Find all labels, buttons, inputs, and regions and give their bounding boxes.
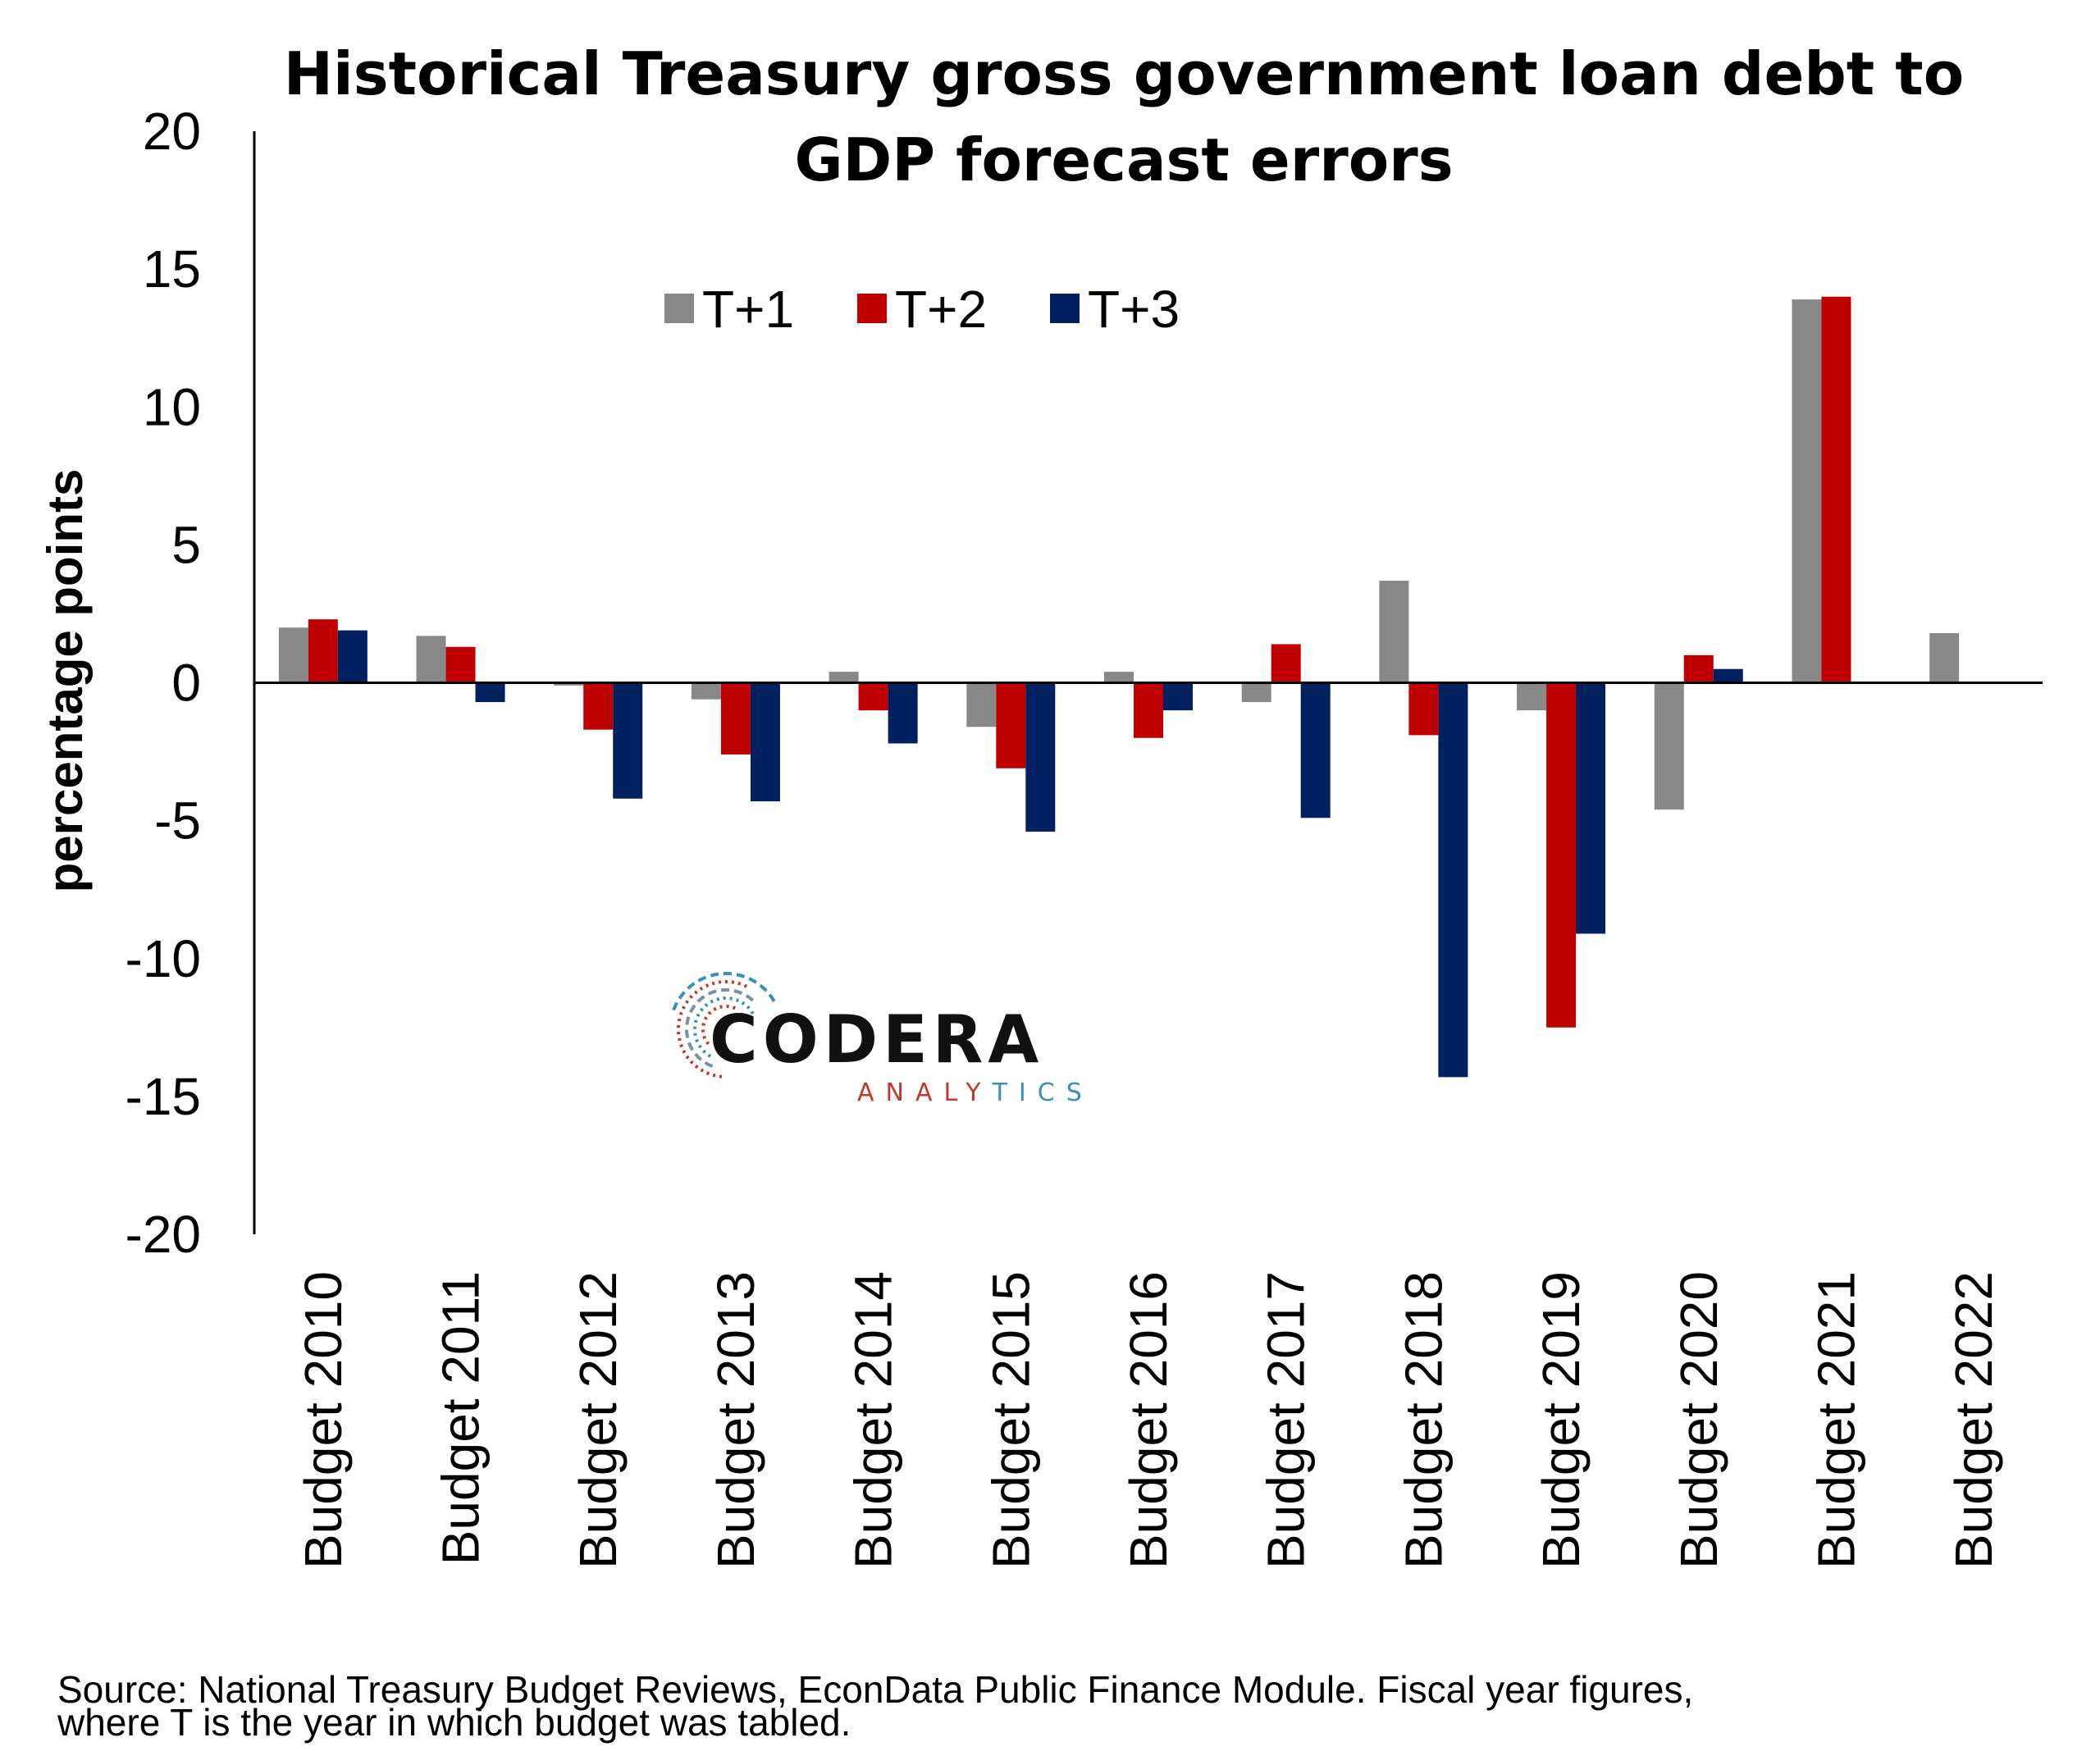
- logo-ring-arc: [685, 988, 758, 1068]
- bar-t1-budget-2013: [691, 682, 721, 700]
- bar-t2-budget-2020: [1683, 654, 1714, 683]
- x-category-label: Budget 2015: [981, 1271, 1040, 1569]
- bar-t2-budget-2018: [1408, 682, 1439, 736]
- chart-title: Historical Treasury gross government loa…: [284, 39, 1964, 194]
- bar-t2-budget-2019: [1546, 682, 1577, 1028]
- legend: T+1 T+2 T+3: [664, 280, 1180, 339]
- x-category-label: Budget 2021: [1806, 1271, 1865, 1569]
- x-category-label: Budget 2014: [844, 1271, 903, 1569]
- source-note-line-1: Source: National Treasury Budget Reviews…: [57, 1668, 1694, 1711]
- bar-t3-budget-2012: [613, 682, 643, 799]
- bar-t3-budget-2017: [1300, 682, 1331, 819]
- y-tick-label: 20: [143, 102, 201, 161]
- bar-t1-budget-2022: [1929, 632, 1960, 683]
- bar-t1-budget-2015: [966, 682, 997, 727]
- logo-ring-arc: [677, 980, 751, 1078]
- y-tick-label: 0: [171, 654, 201, 713]
- legend-swatch: [1050, 294, 1080, 323]
- bar-t1-budget-2017: [1241, 682, 1271, 703]
- bar-t1-budget-2012: [554, 682, 584, 686]
- legend-label: T+3: [1088, 280, 1180, 339]
- x-category-label: Budget 2020: [1669, 1271, 1728, 1569]
- source-note: Source: National Treasury Budget Reviews…: [57, 1668, 2059, 1744]
- x-category-label: Budget 2018: [1394, 1271, 1453, 1569]
- x-category-label: Budget 2010: [294, 1271, 353, 1569]
- legend-swatch: [857, 294, 887, 323]
- y-tick-label: -20: [126, 1205, 202, 1264]
- bar-t1-budget-2021: [1792, 299, 1822, 683]
- bar-t2-budget-2012: [583, 682, 614, 730]
- bar-t2-budget-2017: [1271, 644, 1301, 683]
- y-tick-label: 5: [171, 515, 201, 574]
- source-note-line-2: where T is the year in which budget was …: [57, 1701, 851, 1744]
- bar-t3-budget-2019: [1576, 682, 1606, 934]
- bar-t1-budget-2016: [1104, 672, 1134, 683]
- y-tick-label: -15: [126, 1067, 202, 1126]
- chart-title-line-1: Historical Treasury gross government loa…: [284, 39, 1964, 108]
- bar-t3-budget-2020: [1713, 668, 1743, 683]
- bar-t1-budget-2018: [1379, 581, 1409, 683]
- bar-t2-budget-2021: [1821, 296, 1851, 683]
- x-category-label: Budget 2017: [1257, 1271, 1316, 1569]
- bar-t2-budget-2010: [308, 619, 338, 683]
- legend-swatch: [664, 294, 694, 323]
- logo-wordmark: CODERA: [710, 1001, 1043, 1078]
- bar-t3-budget-2016: [1163, 682, 1193, 711]
- logo-ring-arc: [672, 972, 776, 1011]
- bar-t3-budget-2011: [475, 682, 505, 703]
- bar-t3-budget-2010: [337, 630, 368, 683]
- bar-t3-budget-2013: [750, 682, 780, 802]
- x-category-label: Budget 2016: [1119, 1271, 1178, 1569]
- y-axis-title: percentage points: [38, 469, 93, 893]
- y-tick-label: -10: [126, 929, 202, 988]
- chart-title-line-2: GDP forecast errors: [794, 125, 1453, 194]
- plot-area: 20 15 10 5 0 -5 -10 -15 -20 Budget 2010 Budget 201…: [126, 102, 2043, 1569]
- bar-t1-budget-2010: [278, 627, 308, 683]
- bar-t2-budget-2013: [720, 682, 751, 755]
- bar-t3-budget-2014: [888, 682, 918, 744]
- bar-t2-budget-2011: [445, 646, 476, 683]
- bar-t1-budget-2014: [829, 672, 859, 683]
- bar-t2-budget-2014: [858, 682, 888, 711]
- x-category-label: Budget 2022: [1944, 1271, 2003, 1569]
- y-tick-label: 15: [143, 239, 201, 299]
- bar-t1-budget-2019: [1517, 682, 1547, 711]
- x-category-label: Budget 2019: [1532, 1271, 1591, 1569]
- x-category-label: Budget 2013: [706, 1271, 765, 1569]
- bar-t3-budget-2015: [1025, 682, 1056, 832]
- bar-t3-budget-2018: [1438, 682, 1468, 1078]
- logo-ring-arc: [701, 1005, 738, 1046]
- legend-label: T+1: [702, 280, 794, 339]
- x-category-label: Budget 2011: [431, 1271, 491, 1565]
- y-tick-label: 10: [143, 377, 201, 436]
- bar-t2-budget-2015: [996, 682, 1026, 768]
- bar-t2-budget-2016: [1134, 682, 1163, 738]
- y-tick-label: -5: [154, 791, 201, 850]
- logo-tagline: ANALYTICS: [857, 1078, 1093, 1107]
- legend-label: T+2: [895, 280, 987, 339]
- x-category-label: Budget 2012: [568, 1271, 628, 1569]
- bar-t1-budget-2011: [416, 636, 446, 683]
- bar-t1-budget-2020: [1654, 682, 1684, 810]
